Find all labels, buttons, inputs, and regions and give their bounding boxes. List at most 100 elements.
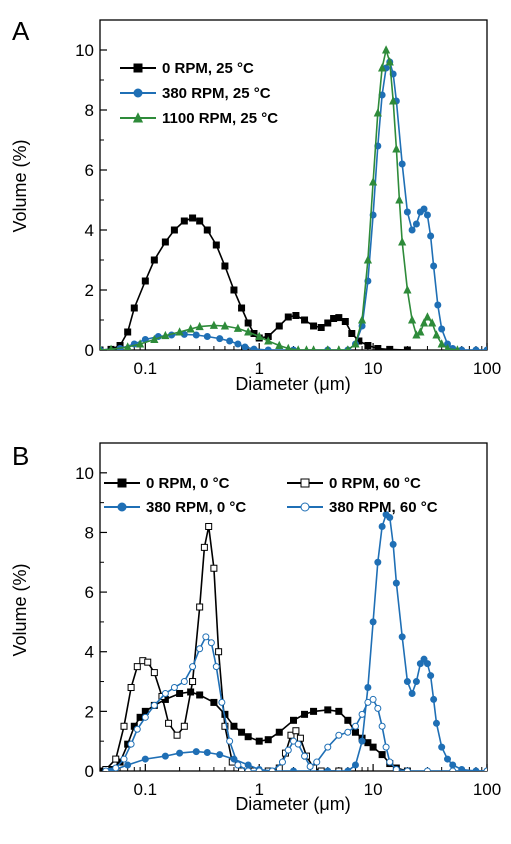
data-point xyxy=(210,698,218,706)
data-point xyxy=(428,318,437,327)
data-point xyxy=(150,669,158,677)
data-point xyxy=(212,663,220,671)
data-point xyxy=(180,722,188,730)
data-point xyxy=(392,766,400,771)
data-point xyxy=(196,217,204,225)
data-point xyxy=(438,325,446,333)
legend-marker xyxy=(133,88,143,98)
x-tick-label: 10 xyxy=(364,780,383,799)
data-point xyxy=(244,761,252,769)
data-point xyxy=(192,748,200,756)
data-point xyxy=(351,728,359,736)
x-axis-title-b: Diameter (μm) xyxy=(235,794,350,814)
data-point xyxy=(226,337,234,345)
data-point xyxy=(378,751,386,759)
legend-label: 1100 RPM, 25 °C xyxy=(162,110,278,127)
data-point xyxy=(438,743,446,751)
y-tick-label: 2 xyxy=(85,702,94,721)
data-point xyxy=(458,766,466,771)
data-point xyxy=(423,312,432,321)
data-point xyxy=(317,767,325,771)
x-tick-label: 100 xyxy=(473,780,501,799)
data-point xyxy=(403,208,411,216)
data-point xyxy=(301,710,309,718)
data-point xyxy=(100,767,104,771)
data-point xyxy=(192,331,200,339)
data-point xyxy=(296,734,304,742)
data-point xyxy=(203,333,211,340)
data-point xyxy=(234,761,242,769)
data-point xyxy=(444,755,452,763)
data-point xyxy=(449,761,457,769)
data-point xyxy=(209,320,219,329)
data-point xyxy=(364,698,372,706)
data-point xyxy=(127,740,135,748)
data-point xyxy=(195,321,204,331)
data-point xyxy=(218,698,226,706)
data-point xyxy=(455,345,460,350)
y-tick-label: 8 xyxy=(85,523,94,542)
data-point xyxy=(432,330,441,339)
y-tick-label: 10 xyxy=(75,41,94,60)
series-line xyxy=(105,635,487,771)
data-point xyxy=(358,710,366,718)
data-point xyxy=(392,144,401,153)
data-point xyxy=(310,707,318,715)
data-point xyxy=(102,767,110,771)
data-point xyxy=(141,713,149,721)
legend-label: 0 RPM, 25 °C xyxy=(162,60,254,77)
data-point xyxy=(430,695,438,703)
data-point xyxy=(368,177,378,186)
data-point xyxy=(423,660,431,668)
data-point xyxy=(374,345,382,350)
data-point xyxy=(278,758,286,766)
data-point xyxy=(284,746,292,754)
data-point xyxy=(127,684,135,692)
data-point xyxy=(363,255,373,264)
data-point xyxy=(100,345,103,350)
data-point xyxy=(292,312,300,319)
data-point xyxy=(345,345,351,350)
data-point xyxy=(196,645,204,653)
data-point xyxy=(120,755,128,763)
data-point xyxy=(324,743,332,751)
series-line xyxy=(105,526,339,771)
data-point xyxy=(336,345,342,350)
data-point xyxy=(205,522,213,530)
data-point xyxy=(381,45,391,54)
data-point xyxy=(150,334,159,343)
legend-label: 380 RPM, 0 °C xyxy=(146,499,246,516)
data-point xyxy=(264,346,272,350)
data-point xyxy=(403,285,412,294)
x-tick-label: 0.1 xyxy=(134,359,158,378)
data-point xyxy=(124,761,132,769)
data-point xyxy=(398,633,406,641)
data-point xyxy=(437,339,446,348)
legend-entry: 1100 RPM, 25 °C xyxy=(120,110,278,127)
data-point xyxy=(189,214,197,222)
legend-marker xyxy=(300,478,310,488)
legend-label: 380 RPM, 25 °C xyxy=(162,85,271,102)
data-point xyxy=(136,339,145,348)
data-point xyxy=(221,262,229,270)
data-point xyxy=(386,345,394,350)
data-point xyxy=(112,755,120,763)
data-point xyxy=(264,767,272,771)
data-point xyxy=(124,328,132,336)
data-point xyxy=(351,761,359,769)
data-point xyxy=(472,346,480,350)
data-point xyxy=(150,701,158,709)
x-tick-label: 10 xyxy=(364,359,383,378)
legend-label: 380 RPM, 60 °C xyxy=(329,499,438,516)
data-point xyxy=(290,767,297,771)
data-point xyxy=(311,345,316,350)
data-point xyxy=(351,339,360,348)
data-point xyxy=(207,639,215,647)
data-point xyxy=(144,658,152,666)
data-point xyxy=(133,725,141,733)
data-point xyxy=(170,684,178,692)
data-point xyxy=(373,108,382,117)
legend-label: 0 RPM, 0 °C xyxy=(146,475,230,492)
data-point xyxy=(444,343,451,350)
series-2 xyxy=(100,45,460,350)
